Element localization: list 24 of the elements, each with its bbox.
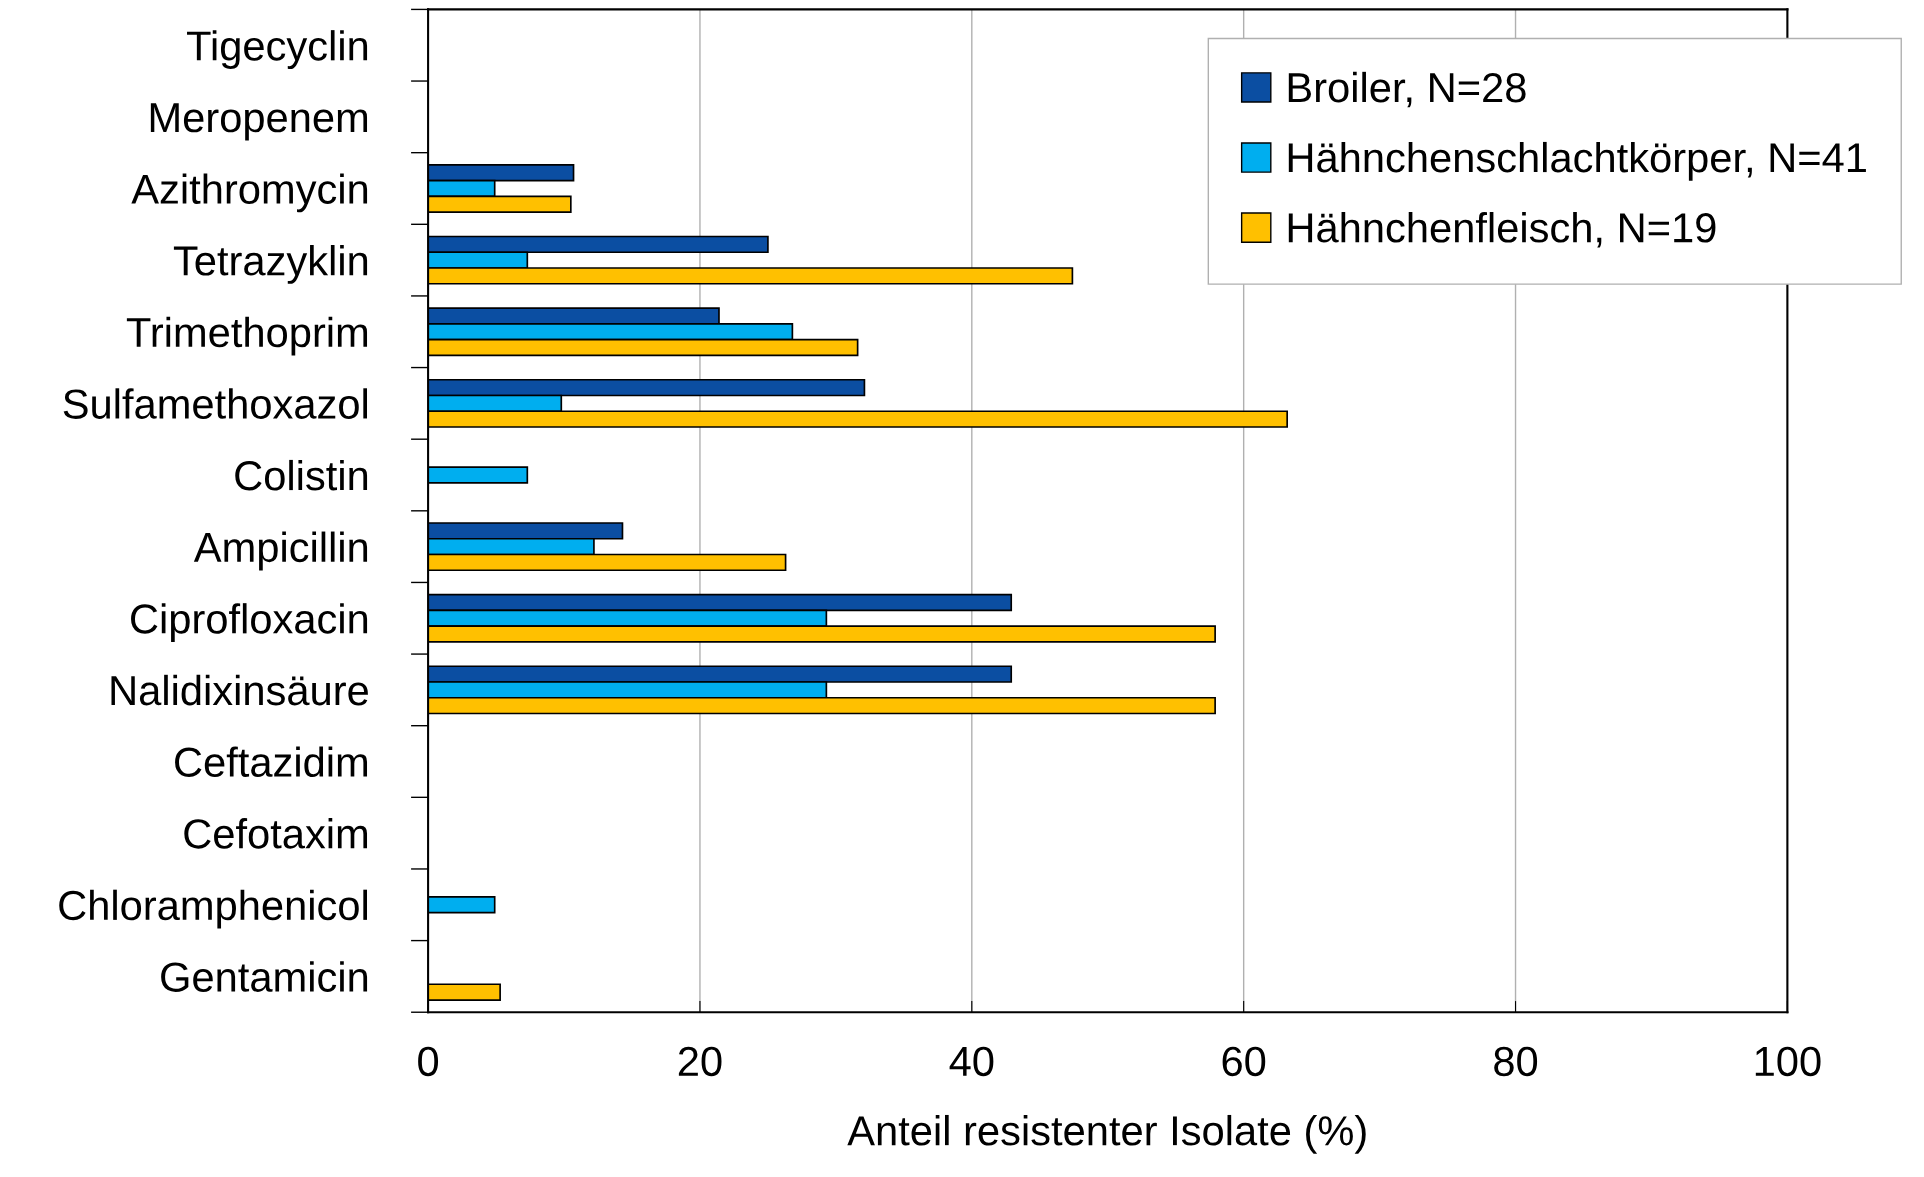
- y-tick-label: Tigecyclin: [187, 30, 368, 69]
- x-tick-label: 0: [418, 1046, 439, 1077]
- x-tick-label: 60: [1222, 1046, 1266, 1077]
- x-axis-title: Anteil resistenter Isolate (%): [847, 1114, 1366, 1154]
- legend-label: Broiler, N=28: [1288, 71, 1526, 108]
- x-tick-label: 40: [949, 1046, 994, 1077]
- legend-label: Hähnchenschlachtkörper, N=41: [1288, 141, 1866, 181]
- y-tick-label: Cefotaxim: [184, 818, 368, 849]
- x-tick-label: 80: [1494, 1046, 1538, 1077]
- y-tick-label: Colistin: [235, 459, 368, 491]
- y-tick-label: Ciprofloxacin: [131, 603, 368, 642]
- y-tick-label: Sulfamethoxazol: [63, 388, 367, 419]
- y-tick-label: Nalidixinsäure: [111, 674, 368, 706]
- y-tick-label: Trimethoprim: [126, 316, 368, 356]
- x-tick-label: 100: [1755, 1046, 1821, 1077]
- y-tick-label: Tetrazyklin: [173, 245, 368, 284]
- x-tick-label: 20: [678, 1046, 722, 1077]
- y-tick-label: Gentamicin: [161, 961, 368, 992]
- y-tick-label: Chloramphenicol: [59, 889, 367, 929]
- y-tick-label: Ceftazidim: [175, 746, 368, 778]
- y-tick-label: Meropenem: [150, 103, 368, 141]
- legend-label: Hähnchenfleisch, N=19: [1288, 212, 1716, 248]
- y-tick-label: Azithromycin: [131, 173, 368, 213]
- y-tick-label: Ampicillin: [193, 531, 368, 571]
